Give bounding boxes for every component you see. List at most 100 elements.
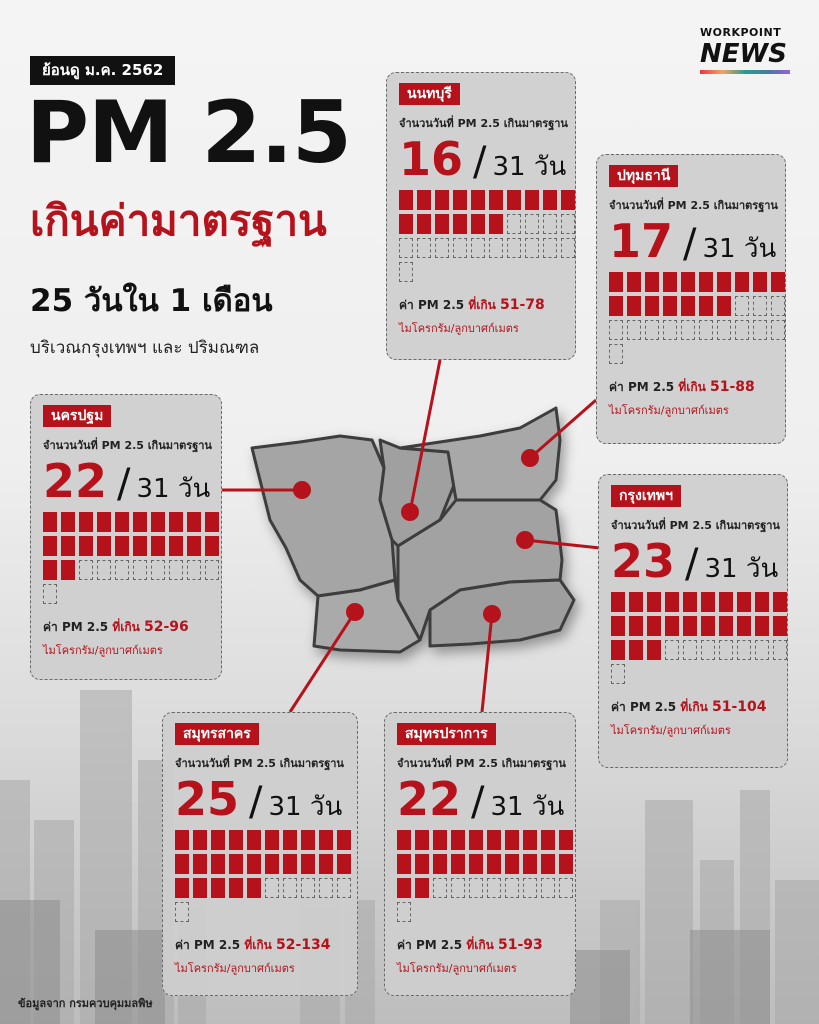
range-prefix: ค่า PM 2.5 <box>399 298 465 312</box>
day-cell-exceeded <box>417 214 431 234</box>
day-cell-exceeded <box>133 512 147 532</box>
day-cell-exceeded <box>435 190 449 210</box>
day-cell-normal <box>337 878 351 898</box>
day-cell-exceeded <box>489 214 503 234</box>
day-cell-normal <box>773 640 787 660</box>
day-cell-exceeded <box>719 592 733 612</box>
day-cell-exceeded <box>61 512 75 532</box>
days-exceeded-value: 22 <box>43 454 108 508</box>
total-days-label: 31 วัน <box>136 474 211 504</box>
data-source: ข้อมูลจาก กรมควบคุมมลพิษ <box>18 997 153 1010</box>
day-cell-normal <box>453 238 467 258</box>
slash-separator: / <box>117 461 131 507</box>
day-cell-exceeded <box>505 830 519 850</box>
pm-range: ค่า PM 2.5 ที่เกิน 52-134 <box>175 936 345 955</box>
pm-range: ค่า PM 2.5 ที่เกิน 51-93 <box>397 936 563 955</box>
day-cell-normal <box>505 878 519 898</box>
card-description: จำนวนวันที่ PM 2.5 เกินมาตรฐาน <box>397 757 566 770</box>
day-cell-exceeded <box>283 830 297 850</box>
day-cell-exceeded <box>471 214 485 234</box>
day-cell-exceeded <box>115 536 129 556</box>
day-cell-exceeded <box>415 830 429 850</box>
logo-color-bar <box>700 70 790 74</box>
logo-top-text: WORKPOINT <box>700 26 782 39</box>
day-cell-exceeded <box>737 592 751 612</box>
slash-separator: / <box>471 779 485 825</box>
days-count: 23/31 วัน <box>611 538 778 587</box>
day-cell-normal <box>627 320 641 340</box>
days-exceeded-value: 23 <box>611 534 676 588</box>
day-cell-exceeded <box>79 536 93 556</box>
day-cell-normal <box>469 878 483 898</box>
range-prefix: ค่า PM 2.5 <box>397 938 463 952</box>
day-cell-exceeded <box>611 592 625 612</box>
days-summary: 25 วันใน 1 เดือน <box>30 283 273 319</box>
total-days-label: 31 วัน <box>268 792 343 822</box>
day-cell-exceeded <box>283 854 297 874</box>
range-prefix: ค่า PM 2.5 <box>43 620 109 634</box>
day-cell-normal <box>525 238 539 258</box>
day-cell-exceeded <box>435 214 449 234</box>
day-cell-exceeded <box>523 830 537 850</box>
day-cell-exceeded <box>681 296 695 316</box>
days-exceeded-value: 22 <box>397 772 462 826</box>
province-tag: กรุงเทพฯ <box>611 485 681 507</box>
day-cell-exceeded <box>193 854 207 874</box>
day-cell-exceeded <box>611 640 625 660</box>
slash-separator: / <box>473 139 487 185</box>
logo-main-text: NEWS <box>700 39 787 69</box>
day-cell-exceeded <box>169 512 183 532</box>
day-cell-exceeded <box>337 830 351 850</box>
day-cell-normal <box>169 560 183 580</box>
day-cell-exceeded <box>79 512 93 532</box>
day-cell-exceeded <box>665 616 679 636</box>
day-cell-exceeded <box>771 272 785 292</box>
day-cell-normal <box>43 584 57 604</box>
day-cell-exceeded <box>683 616 697 636</box>
day-cell-exceeded <box>681 272 695 292</box>
pm-range: ค่า PM 2.5 ที่เกิน 51-78 <box>399 296 563 315</box>
workpoint-news-logo: WORKPOINT NEWS <box>700 26 790 74</box>
day-cell-exceeded <box>337 854 351 874</box>
range-value: 51-78 <box>499 297 545 313</box>
day-cell-normal <box>753 296 767 316</box>
day-cell-normal <box>471 238 485 258</box>
day-cell-exceeded <box>559 854 573 874</box>
slash-separator: / <box>685 541 699 587</box>
day-cell-normal <box>397 902 411 922</box>
card-pathum-thani: ปทุมธานี จำนวนวันที่ PM 2.5 เกินมาตรฐาน … <box>596 154 786 444</box>
day-cell-exceeded <box>505 854 519 874</box>
province-tag: นนทบุรี <box>399 83 460 105</box>
day-cell-normal <box>735 296 749 316</box>
pm-range: ค่า PM 2.5 ที่เกิน 51-88 <box>609 378 773 397</box>
day-cell-exceeded <box>175 854 189 874</box>
day-cell-exceeded <box>629 640 643 660</box>
day-cell-normal <box>489 238 503 258</box>
day-cell-exceeded <box>471 190 485 210</box>
day-cell-exceeded <box>487 830 501 850</box>
day-cell-exceeded <box>663 296 677 316</box>
day-cell-normal <box>133 560 147 580</box>
card-bangkok: กรุงเทพฯ จำนวนวันที่ PM 2.5 เกินมาตรฐาน … <box>598 474 788 768</box>
day-cell-exceeded <box>453 214 467 234</box>
day-cell-normal <box>399 238 413 258</box>
card-description: จำนวนวันที่ PM 2.5 เกินมาตรฐาน <box>611 519 780 532</box>
day-cell-normal <box>175 902 189 922</box>
days-count: 25/31 วัน <box>175 776 345 822</box>
range-prefix: ค่า PM 2.5 <box>611 700 677 714</box>
range-unit: ไมโครกรัม/ลูกบาศก์เมตร <box>399 322 519 335</box>
range-unit: ไมโครกรัม/ลูกบาศก์เมตร <box>43 644 163 657</box>
day-cell-exceeded <box>433 830 447 850</box>
card-description: จำนวนวันที่ PM 2.5 เกินมาตรฐาน <box>175 757 344 770</box>
day-cell-exceeded <box>663 272 677 292</box>
day-cell-exceeded <box>133 536 147 556</box>
province-tag: สมุทรสาคร <box>175 723 259 745</box>
day-cell-exceeded <box>415 878 429 898</box>
day-cell-exceeded <box>717 272 731 292</box>
day-cell-normal <box>435 238 449 258</box>
day-cell-exceeded <box>773 616 787 636</box>
range-exceed-label: ที่เกิน <box>244 938 272 952</box>
total-days-label: 31 วัน <box>490 792 565 822</box>
day-cell-normal <box>645 320 659 340</box>
day-cell-exceeded <box>453 190 467 210</box>
